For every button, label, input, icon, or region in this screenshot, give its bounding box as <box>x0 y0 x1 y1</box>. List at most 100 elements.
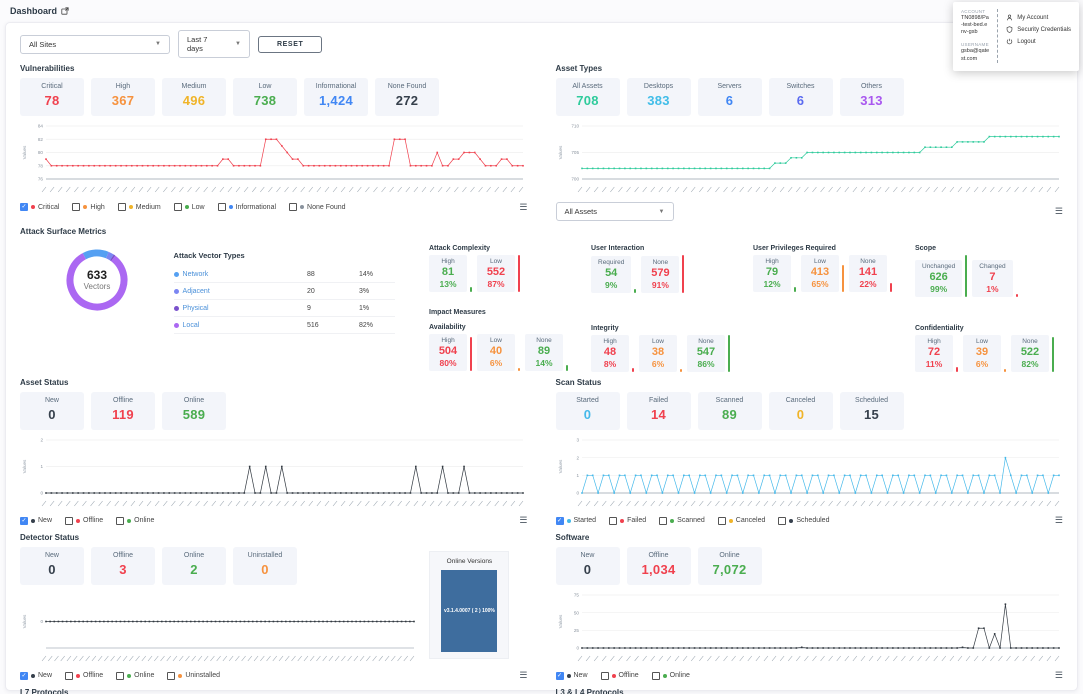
reset-button[interactable]: RESET <box>258 35 323 53</box>
legend-label: Online <box>669 672 690 680</box>
metric-card-low[interactable]: Low 39 6% <box>963 334 1001 372</box>
data-table-icon[interactable]: ☰ <box>519 201 528 212</box>
stat-card-scheduled[interactable]: Scheduled 15 <box>839 391 904 430</box>
legend-checkbox[interactable] <box>289 203 298 211</box>
stat-card-others[interactable]: Others 313 <box>839 78 904 116</box>
legend-checkbox[interactable] <box>72 203 81 211</box>
legend-checkbox[interactable] <box>217 203 226 211</box>
stat-card-all-assets[interactable]: All Assets 708 <box>555 78 620 116</box>
stat-card-none-found[interactable]: None Found 272 <box>375 78 439 116</box>
metric-card-low[interactable]: Low 40 6% <box>477 333 515 371</box>
metric-card-none[interactable]: None 547 86% <box>687 334 725 372</box>
data-point <box>380 620 382 622</box>
stat-card-high[interactable]: High 367 <box>91 78 155 116</box>
stat-card-servers[interactable]: Servers 6 <box>697 78 762 116</box>
legend-checkbox[interactable] <box>659 516 668 525</box>
metric-card-none[interactable]: None 89 14% <box>525 333 563 371</box>
data-point <box>741 167 744 170</box>
expand-icon[interactable] <box>61 7 69 15</box>
metric-card-percent: 6% <box>651 358 665 369</box>
menu-item-logout[interactable]: Logout <box>1006 38 1071 45</box>
data-table-icon[interactable]: ☰ <box>1054 206 1063 216</box>
x-axis-tick-label <box>409 655 415 661</box>
data-point <box>896 646 899 649</box>
legend-checkbox[interactable] <box>173 203 182 211</box>
metric-card-unchanged[interactable]: Unchanged 626 99% <box>915 259 963 297</box>
stat-card-new[interactable]: New 0 <box>20 546 84 585</box>
legend-checkbox[interactable] <box>778 516 787 525</box>
metric-card-high[interactable]: High 504 80% <box>429 333 467 371</box>
metric-card-high[interactable]: High 48 8% <box>591 334 629 372</box>
stat-card-desktops[interactable]: Desktops 383 <box>626 78 691 116</box>
legend-checkbox[interactable]: ✓ <box>555 516 564 525</box>
legend-checkbox[interactable] <box>609 516 618 525</box>
x-axis-tick-label <box>421 186 427 193</box>
legend-checkbox[interactable] <box>65 671 74 680</box>
legend-checkbox[interactable] <box>651 671 660 680</box>
site-select[interactable]: All Sites ▼ <box>20 34 170 54</box>
metric-card-none[interactable]: None 579 91% <box>641 256 680 294</box>
data-point <box>1052 135 1054 138</box>
stat-card-switches[interactable]: Switches 6 <box>768 78 833 116</box>
stat-card-canceled[interactable]: Canceled 0 <box>768 391 833 430</box>
version-bar[interactable]: v3.1.4.0007 ( 2 ) 100% <box>441 569 498 652</box>
panel-title-asset-status: Asset Status <box>20 377 69 387</box>
stat-card-offline[interactable]: Offline 3 <box>91 546 155 585</box>
date-range-select[interactable]: Last 7 days ▼ <box>178 30 250 58</box>
detector-status-chart: 0 Values <box>20 590 419 669</box>
stat-card-online[interactable]: Online 2 <box>162 546 226 585</box>
metric-card-none[interactable]: None 522 82% <box>1011 334 1049 372</box>
metric-card-none[interactable]: None 141 22% <box>849 255 887 292</box>
data-table-icon[interactable]: ☰ <box>519 669 528 680</box>
metric-card-required[interactable]: Required 54 9% <box>591 256 632 294</box>
stat-card-started[interactable]: Started 0 <box>555 391 620 430</box>
stat-card-failed[interactable]: Failed 14 <box>626 391 691 430</box>
donut-segment-network[interactable] <box>62 245 132 315</box>
stat-card-new[interactable]: New 0 <box>555 546 620 585</box>
stat-card-online[interactable]: Online 7,072 <box>697 546 762 585</box>
data-point <box>661 491 663 494</box>
legend-checkbox[interactable]: ✓ <box>555 671 564 680</box>
metric-card-high[interactable]: High 72 11% <box>915 334 953 372</box>
stat-card-new[interactable]: New 0 <box>20 391 84 430</box>
data-point <box>248 164 251 167</box>
data-point <box>318 620 320 622</box>
stat-card-online[interactable]: Online 589 <box>162 391 226 430</box>
asset-type-select[interactable]: All Assets ▼ <box>555 202 674 221</box>
data-table-icon[interactable]: ☰ <box>1054 670 1063 681</box>
legend-checkbox[interactable]: ✓ <box>20 203 28 211</box>
metric-card-low[interactable]: Low 38 6% <box>639 334 677 372</box>
stat-card-offline[interactable]: Offline 119 <box>91 391 155 430</box>
stat-card-uninstalled[interactable]: Uninstalled 0 <box>233 546 297 585</box>
stat-card-informational[interactable]: Informational 1,424 <box>304 78 368 116</box>
metric-card-high[interactable]: High 81 13% <box>429 255 467 292</box>
x-axis-tick-label <box>146 186 152 193</box>
metric-card-low[interactable]: Low 552 87% <box>477 255 515 292</box>
data-table-icon[interactable]: ☰ <box>519 515 528 526</box>
legend-checkbox[interactable]: ✓ <box>20 516 28 525</box>
metric-card-high[interactable]: High 79 12% <box>753 255 791 292</box>
x-axis-tick-label <box>908 500 914 506</box>
metric-card-changed[interactable]: Changed 7 1% <box>972 259 1013 297</box>
data-table-icon[interactable]: ☰ <box>1054 515 1063 526</box>
x-axis-tick-label <box>462 500 467 506</box>
stat-card-low[interactable]: Low 738 <box>233 78 297 116</box>
stat-card-scanned[interactable]: Scanned 89 <box>697 391 762 430</box>
stat-card-medium[interactable]: Medium 496 <box>162 78 226 116</box>
stat-card-critical[interactable]: Critical 78 <box>20 78 84 116</box>
legend-checkbox[interactable]: ✓ <box>20 671 28 680</box>
stat-card-offline[interactable]: Offline 1,034 <box>626 546 691 585</box>
legend-checkbox[interactable] <box>65 516 74 525</box>
legend-checkbox[interactable] <box>117 203 126 211</box>
legend-checkbox[interactable] <box>167 671 176 680</box>
legend-checkbox[interactable] <box>600 671 609 680</box>
menu-item-security-credentials[interactable]: Security Credentials <box>1006 26 1071 33</box>
legend-checkbox[interactable] <box>116 516 125 525</box>
x-axis-tick-label <box>365 500 370 506</box>
legend-checkbox[interactable] <box>717 516 726 525</box>
legend-checkbox[interactable] <box>116 671 125 680</box>
metric-card-low[interactable]: Low 413 65% <box>801 255 839 292</box>
data-point <box>682 646 685 649</box>
menu-item-my-account[interactable]: My Account <box>1006 14 1071 21</box>
x-axis-tick-label <box>787 655 792 661</box>
